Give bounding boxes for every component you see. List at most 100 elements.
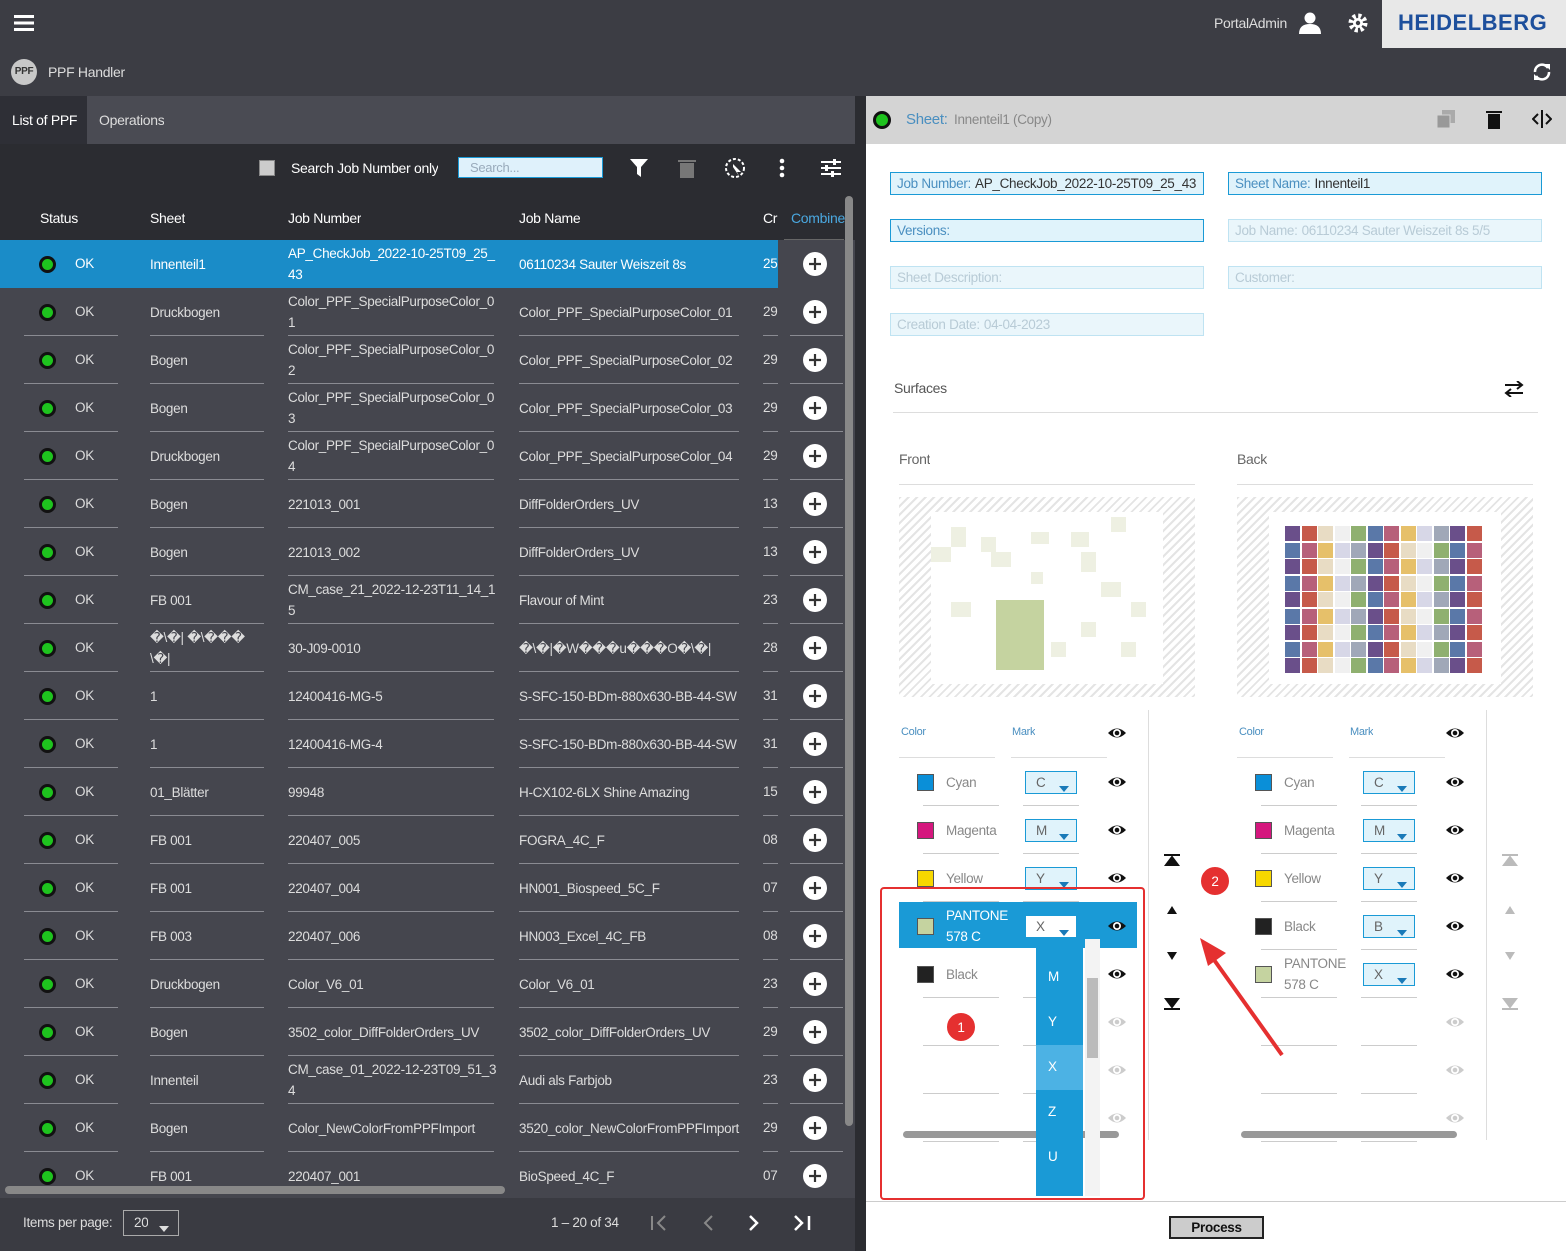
split-icon[interactable]	[1531, 110, 1553, 128]
eye-icon[interactable]	[1107, 1014, 1127, 1030]
table-cell[interactable]: Druckbogen	[150, 448, 220, 464]
text-field[interactable]: Job Name: 06110234 Sauter Weiszeit 8s 5/5	[1228, 219, 1542, 242]
filter-button[interactable]	[629, 158, 649, 178]
delete-button[interactable]	[678, 158, 696, 178]
table-cell[interactable]: FB 001	[150, 880, 192, 896]
mark-select[interactable]: B	[1363, 915, 1415, 938]
table-cell[interactable]: CM_case_21_2022-12-23T11_14_15	[288, 582, 496, 618]
settings-button[interactable]	[821, 158, 841, 178]
refresh-icon[interactable]	[1531, 61, 1553, 83]
tab[interactable]: Operations	[99, 112, 165, 128]
table-cell[interactable]: Color_V6_01	[288, 976, 364, 992]
eye-icon[interactable]	[1107, 966, 1127, 982]
search-input[interactable]: Search...	[458, 157, 603, 178]
table-cell[interactable]: 3520_color_NewColorFromPPFImport	[519, 1120, 739, 1136]
table-cell[interactable]: 3502_color_DiffFolderOrders_UV	[288, 1024, 480, 1040]
combine-button[interactable]	[803, 492, 827, 516]
table-cell[interactable]: Druckbogen	[150, 304, 220, 320]
eye-icon[interactable]	[1445, 822, 1465, 838]
eye-icon[interactable]	[1107, 725, 1127, 741]
table-cell[interactable]: BioSpeed_4C_F	[519, 1168, 615, 1184]
table-cell[interactable]: S-SFC-150-BDm-880x630-BB-44-SW	[519, 688, 737, 704]
mark-select[interactable]: C	[1363, 771, 1415, 794]
dropdown-option[interactable]: M	[1048, 969, 1059, 984]
table-cell[interactable]: Bogen	[150, 496, 188, 512]
combine-button[interactable]	[803, 1068, 827, 1092]
user-icon[interactable]	[1299, 12, 1321, 34]
table-cell[interactable]: 220407_004	[288, 880, 361, 896]
combine-button[interactable]	[803, 588, 827, 612]
table-cell[interactable]: 220407_006	[288, 928, 361, 944]
table-cell[interactable]: 220407_005	[288, 832, 361, 848]
column-header[interactable]: Job Number	[288, 210, 362, 226]
table-cell[interactable]: FOGRA_4C_F	[519, 832, 605, 848]
text-field[interactable]: Job Number: AP_CheckJob_2022-10-25T09_25_…	[890, 172, 1204, 195]
combine-button[interactable]	[803, 972, 827, 996]
table-cell[interactable]: Color_PPF_SpecialPurposeColor_03	[288, 390, 495, 426]
table-cell[interactable]: Color_PPF_SpecialPurposeColor_04	[519, 448, 733, 464]
table-cell[interactable]: HN003_Excel_4C_FB	[519, 928, 646, 944]
column-header[interactable]: Sheet	[150, 210, 186, 226]
table-cell[interactable]: FB 003	[150, 928, 192, 944]
combine-button[interactable]	[803, 1116, 827, 1140]
table-cell[interactable]: 01_Blätter	[150, 784, 209, 800]
table-cell[interactable]: Innenteil1	[150, 256, 206, 272]
selected-row[interactable]	[0, 240, 778, 288]
dropdown-option[interactable]: U	[1048, 1149, 1058, 1164]
mark-select[interactable]: M	[1363, 819, 1415, 842]
eye-icon[interactable]	[1107, 918, 1127, 934]
table-cell[interactable]: 06110234 Sauter Weiszeit 8s	[519, 256, 687, 272]
eye-icon[interactable]	[1445, 774, 1465, 790]
table-cell[interactable]: Druckbogen	[150, 976, 220, 992]
eye-icon[interactable]	[1445, 966, 1465, 982]
table-cell[interactable]: 221013_002	[288, 544, 361, 560]
combine-button[interactable]	[803, 780, 827, 804]
mark-select[interactable]: X	[1363, 963, 1415, 986]
table-cell[interactable]: Bogen	[150, 1024, 188, 1040]
combine-button[interactable]	[803, 252, 827, 276]
table-cell[interactable]: Bogen	[150, 400, 188, 416]
table-cell[interactable]: 1	[150, 688, 158, 704]
combine-button[interactable]	[803, 1020, 827, 1044]
table-cell[interactable]: 30-J09-0010	[288, 640, 361, 656]
checkbox[interactable]	[259, 160, 275, 176]
table-cell[interactable]: Color_V6_01	[519, 976, 595, 992]
table-cell[interactable]: Color_PPF_SpecialPurposeColor_02	[519, 352, 733, 368]
reorder-arrows[interactable]	[1163, 853, 1181, 1013]
column-header[interactable]: Cr	[763, 210, 778, 226]
pager[interactable]	[650, 1214, 812, 1232]
settings-icon[interactable]	[1348, 13, 1368, 33]
mark-select[interactable]: Y	[1363, 867, 1415, 890]
menu-button[interactable]	[14, 14, 34, 32]
table-cell[interactable]: FB 001	[150, 832, 192, 848]
table-cell[interactable]: Color_PPF_SpecialPurposeColor_01	[288, 294, 495, 330]
table-cell[interactable]: 1	[150, 736, 158, 752]
table-cell[interactable]: DiffFolderOrders_UV	[519, 496, 640, 512]
eye-icon[interactable]	[1445, 1014, 1465, 1030]
eye-icon[interactable]	[1107, 822, 1127, 838]
items-select[interactable]: 20	[123, 1210, 179, 1236]
table-cell[interactable]: Bogen	[150, 544, 188, 560]
table-cell[interactable]: S-SFC-150-BDm-880x630-BB-44-SW	[519, 736, 737, 752]
dropdown-option[interactable]: Y	[1048, 1014, 1057, 1029]
table-cell[interactable]: �\�| �\���\�|	[150, 630, 245, 666]
table-cell[interactable]: Color_PPF_SpecialPurposeColor_02	[288, 342, 495, 378]
table-cell[interactable]: Color_NewColorFromPPFImport	[288, 1120, 475, 1136]
table-cell[interactable]: Bogen	[150, 352, 188, 368]
eye-icon[interactable]	[1107, 870, 1127, 886]
table-cell[interactable]: Bogen	[150, 1120, 188, 1136]
copy-icon[interactable]	[1436, 110, 1455, 129]
text-field[interactable]: Customer:	[1228, 266, 1542, 289]
text-field[interactable]: Versions:	[890, 219, 1204, 242]
table-cell[interactable]: �\�|�W���u���O�\�|	[519, 640, 712, 656]
text-field[interactable]: Sheet Description:	[890, 266, 1204, 289]
table-cell[interactable]: 221013_001	[288, 496, 361, 512]
combine-button[interactable]	[803, 732, 827, 756]
combine-button[interactable]	[803, 924, 827, 948]
combine-button[interactable]	[803, 636, 827, 660]
table-cell[interactable]: H-CX102-6LX Shine Amazing	[519, 784, 690, 800]
mark-select[interactable]: M	[1025, 819, 1077, 842]
eye-icon[interactable]	[1107, 1062, 1127, 1078]
table-cell[interactable]: 12400416-MG-4	[288, 736, 383, 752]
table-cell[interactable]: Color_PPF_SpecialPurposeColor_03	[519, 400, 733, 416]
